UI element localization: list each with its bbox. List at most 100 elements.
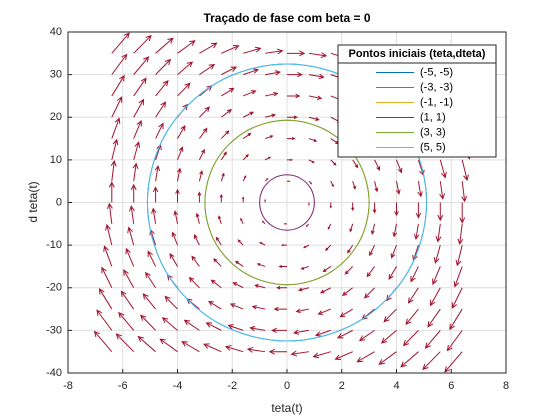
quiver-arrow bbox=[287, 93, 301, 99]
quiver-arrow bbox=[287, 115, 298, 120]
quiver-arrow bbox=[439, 181, 446, 200]
quiver-arrow bbox=[276, 285, 287, 290]
quiver-arrow bbox=[133, 77, 147, 97]
quiver-arrow bbox=[261, 220, 266, 225]
quiver-arrow bbox=[220, 130, 230, 139]
quiver-arrow bbox=[145, 271, 157, 289]
quiver-arrow bbox=[449, 308, 463, 331]
quiver-arrow bbox=[199, 63, 216, 76]
quiver-arrow bbox=[110, 159, 117, 182]
quiver-arrow bbox=[151, 207, 157, 224]
quiver-arrow bbox=[106, 202, 113, 224]
quiver-arrow bbox=[461, 159, 469, 182]
x-tick-label: 4 bbox=[393, 380, 399, 392]
quiver-arrow bbox=[188, 276, 200, 289]
x-tick-label: 8 bbox=[503, 380, 509, 392]
quiver-arrow bbox=[96, 309, 113, 331]
quiver-arrow bbox=[302, 244, 310, 249]
quiver-arrow bbox=[264, 198, 266, 203]
quiver-arrow bbox=[175, 188, 180, 203]
quiver-arrow bbox=[155, 58, 172, 75]
legend-label: (1, 1) bbox=[420, 111, 446, 123]
quiver-arrow bbox=[374, 181, 379, 193]
quiver-arrow bbox=[140, 314, 156, 331]
quiver-arrow bbox=[339, 308, 353, 318]
x-axis-label: teta(t) bbox=[271, 401, 302, 415]
quiver-arrow bbox=[133, 141, 141, 161]
quiver-arrow bbox=[422, 351, 441, 371]
quiver-arrow bbox=[374, 159, 381, 171]
quiver-arrow bbox=[220, 151, 227, 161]
quiver-arrow bbox=[369, 244, 376, 257]
quiver-arrow bbox=[407, 287, 419, 304]
trajectory bbox=[259, 174, 315, 231]
quiver-arrow bbox=[98, 287, 113, 310]
y-tick-label: 30 bbox=[50, 69, 62, 81]
y-axis-label: d teta(t) bbox=[26, 181, 40, 222]
quiver-arrow bbox=[264, 113, 277, 118]
quiver-arrow bbox=[215, 236, 222, 246]
quiver-arrow bbox=[453, 266, 463, 288]
legend-label: (-5, -5) bbox=[420, 66, 453, 78]
quiver-arrow bbox=[242, 175, 247, 182]
quiver-arrow bbox=[435, 223, 442, 243]
y-tick-label: 10 bbox=[50, 154, 62, 166]
quiver-arrow bbox=[370, 223, 376, 235]
quiver-arrow bbox=[203, 343, 222, 353]
quiver-arrow bbox=[111, 53, 128, 75]
quiver-arrow bbox=[243, 90, 257, 97]
quiver-arrow bbox=[154, 164, 161, 182]
quiver-arrow bbox=[268, 348, 287, 355]
quiver-arrow bbox=[378, 351, 397, 365]
quiver-arrow bbox=[330, 180, 334, 188]
quiver-arrow bbox=[352, 159, 359, 169]
quiver-arrow bbox=[219, 193, 223, 203]
x-tick-label: 6 bbox=[448, 380, 454, 392]
quiver-arrow bbox=[290, 350, 309, 357]
quiver-arrow bbox=[177, 40, 196, 54]
quiver-arrow bbox=[155, 79, 169, 97]
quiver-arrow bbox=[224, 345, 244, 353]
quiver-arrow bbox=[336, 329, 353, 339]
quiver-arrow bbox=[329, 202, 333, 209]
quiver-arrow bbox=[265, 70, 281, 76]
quiver-arrow bbox=[242, 111, 255, 118]
quiver-arrow bbox=[352, 181, 357, 190]
legend-label: (-1, -1) bbox=[420, 96, 453, 108]
quiver-arrow bbox=[103, 245, 113, 267]
quiver-arrow bbox=[319, 287, 332, 294]
quiver-arrow bbox=[308, 202, 310, 207]
legend-label: (3, 3) bbox=[420, 126, 446, 138]
quiver-arrow bbox=[437, 202, 444, 222]
quiver-arrow bbox=[322, 266, 332, 273]
quiver-arrow bbox=[325, 244, 332, 251]
quiver-arrow bbox=[308, 138, 318, 142]
quiver-arrow bbox=[432, 266, 441, 286]
quiver-arrow bbox=[271, 327, 287, 334]
quiver-arrow bbox=[312, 351, 331, 359]
quiver-arrow bbox=[232, 282, 244, 289]
quiver-arrow bbox=[177, 61, 194, 76]
quiver-arrow bbox=[455, 245, 463, 267]
quiver-arrow bbox=[427, 308, 441, 328]
quiver-arrow bbox=[246, 346, 266, 353]
quiver-arrow bbox=[147, 250, 157, 267]
quiver-arrow bbox=[372, 202, 377, 214]
quiver-arrow bbox=[177, 125, 186, 139]
quiver-arrow bbox=[240, 217, 244, 225]
quiver-arrow bbox=[197, 191, 202, 203]
quiver-arrow bbox=[221, 44, 240, 54]
quiver-arrow bbox=[308, 95, 323, 101]
quiver-arrow bbox=[264, 156, 272, 161]
quiver-arrow bbox=[164, 295, 178, 310]
quiver-arrow bbox=[229, 303, 244, 310]
quiver-arrow bbox=[356, 351, 375, 363]
quiver-arrow bbox=[123, 269, 135, 288]
quiver-arrow bbox=[171, 231, 178, 246]
quiver-arrow bbox=[133, 34, 152, 54]
quiver-arrow bbox=[242, 132, 252, 139]
quiver-arrow bbox=[221, 66, 238, 76]
quiver-arrow bbox=[451, 287, 463, 309]
quiver-arrow bbox=[128, 205, 135, 224]
